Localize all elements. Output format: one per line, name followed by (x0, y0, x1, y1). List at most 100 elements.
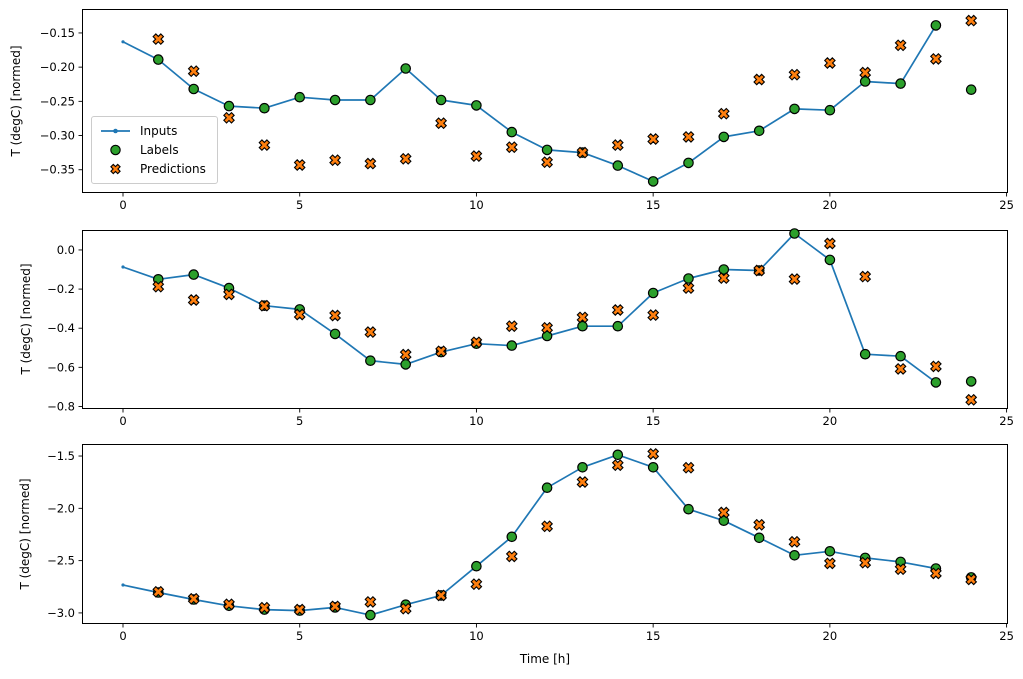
y-tick-label: −0.25 (40, 94, 75, 108)
legend-item-labels: Labels (100, 143, 209, 157)
labels-marker (612, 320, 624, 332)
labels-marker (471, 560, 482, 572)
predictions-marker (364, 157, 377, 170)
labels-marker (612, 449, 624, 461)
predictions-marker (823, 57, 836, 69)
predictions-marker (965, 14, 978, 27)
predictions-marker (682, 461, 695, 474)
labels-marker (895, 350, 906, 362)
x-tick-label: 10 (469, 198, 484, 212)
inputs-point-marker (121, 265, 125, 269)
subplot1-y-axis-label: T (degC) [normed] (9, 45, 23, 157)
predictions-marker (894, 39, 907, 52)
predictions-marker (576, 311, 589, 324)
legend-label-predictions: Predictions (140, 162, 206, 177)
predictions-marker (187, 592, 200, 605)
predictions-marker (187, 65, 200, 78)
predictions-marker (223, 111, 235, 124)
predictions-marker (435, 345, 448, 358)
predictions-marker (788, 68, 801, 81)
labels-marker (153, 54, 164, 65)
labels-marker (930, 377, 942, 388)
labels-marker (471, 100, 482, 111)
predictions-marker (541, 321, 554, 334)
labels-marker (965, 84, 977, 95)
labels-marker (647, 461, 659, 473)
labels-marker (294, 91, 305, 103)
predictions-marker (329, 154, 342, 167)
predictions-marker (965, 573, 978, 586)
predictions-marker (329, 309, 342, 322)
x-tick-label: 20 (823, 629, 838, 643)
predictions-marker (293, 308, 306, 321)
x-tick-label: 25 (999, 629, 1014, 643)
labels-marker (647, 287, 659, 299)
predictions-marker (611, 139, 624, 152)
legend: Inputs Labels Predictions (91, 116, 218, 184)
y-tick-label: −0.15 (40, 26, 75, 40)
predictions-marker (399, 348, 412, 361)
x-tick-label: 5 (296, 629, 303, 643)
labels-marker (365, 94, 376, 106)
x-tick-label: 10 (469, 414, 484, 428)
predictions-marker (929, 360, 942, 373)
predictions-marker (152, 33, 165, 46)
predictions-marker (717, 506, 730, 519)
y-tick-label: −2.0 (47, 501, 75, 515)
x-tick-label: 15 (646, 414, 661, 428)
x-tick-label: 5 (296, 198, 303, 212)
predictions-marker (823, 237, 836, 250)
predictions-marker (929, 567, 942, 580)
x-tick-label: 0 (119, 198, 126, 212)
predictions-marker (470, 150, 483, 163)
labels-marker (188, 83, 199, 95)
x-tick-label: 15 (646, 629, 661, 643)
labels-marker (400, 63, 411, 74)
labels-marker (541, 144, 553, 156)
labels-marker (718, 515, 730, 526)
predictions-marker (682, 282, 695, 295)
legend-circle-sample (110, 144, 121, 156)
predictions-marker (152, 585, 165, 598)
predictions-marker (329, 600, 342, 613)
y-tick-label: −2.5 (47, 554, 75, 568)
predictions-marker (505, 141, 518, 154)
predictions-marker (258, 139, 271, 152)
predictions-marker (505, 320, 518, 333)
labels-circle-icon (110, 144, 121, 156)
inputs-point-marker (121, 583, 125, 587)
labels-marker (329, 94, 341, 106)
predictions-marker (541, 156, 554, 169)
predictions-x-icon (110, 163, 121, 175)
x-tick-label: 10 (469, 629, 484, 643)
predictions-marker (258, 299, 271, 312)
labels-marker (683, 503, 694, 515)
x-tick-label: 15 (646, 198, 661, 212)
legend-label-inputs: Inputs (140, 123, 178, 138)
predictions-marker (647, 309, 660, 322)
inputs-line-icon (101, 128, 130, 133)
predictions-marker (364, 595, 377, 608)
axes-frame (82, 230, 1008, 409)
x-tick-label: 5 (296, 414, 303, 428)
labels-marker (789, 228, 800, 239)
labels-marker (506, 531, 518, 543)
labels-marker (435, 94, 447, 106)
legend-item-inputs: Inputs (100, 124, 209, 138)
predictions-marker (929, 52, 942, 65)
labels-marker (365, 609, 376, 621)
x-tick-label: 25 (999, 414, 1014, 428)
y-tick-label: −0.8 (47, 399, 75, 413)
labels-marker (541, 330, 553, 342)
x-tick-label: 25 (999, 198, 1014, 212)
legend-line-dot (113, 128, 118, 133)
y-tick-label: 0.0 (57, 243, 75, 257)
labels-marker (506, 126, 518, 138)
inputs-line (122, 24, 937, 183)
labels-marker (824, 254, 836, 266)
predictions-marker (505, 550, 518, 563)
predictions-marker (965, 393, 978, 406)
predictions-marker (682, 130, 695, 143)
predictions-marker (611, 304, 624, 316)
